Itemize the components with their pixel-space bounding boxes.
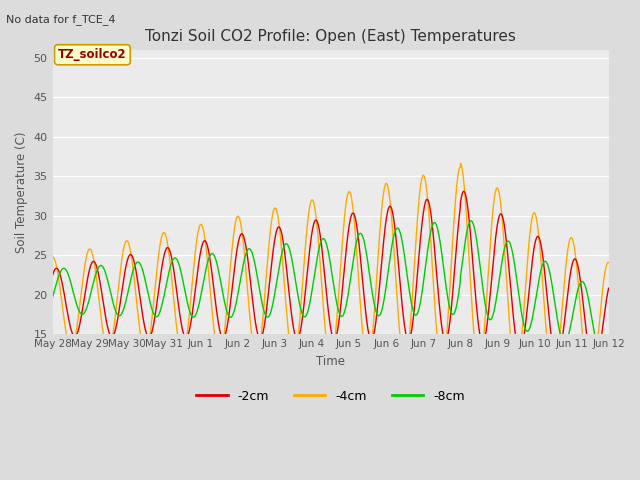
Text: No data for f_TCE_4: No data for f_TCE_4 xyxy=(6,14,116,25)
Title: Tonzi Soil CO2 Profile: Open (East) Temperatures: Tonzi Soil CO2 Profile: Open (East) Temp… xyxy=(145,29,516,44)
Y-axis label: Soil Temperature (C): Soil Temperature (C) xyxy=(15,131,28,252)
Legend: -2cm, -4cm, -8cm: -2cm, -4cm, -8cm xyxy=(191,384,470,408)
X-axis label: Time: Time xyxy=(316,355,345,368)
Text: TZ_soilco2: TZ_soilco2 xyxy=(58,48,127,61)
